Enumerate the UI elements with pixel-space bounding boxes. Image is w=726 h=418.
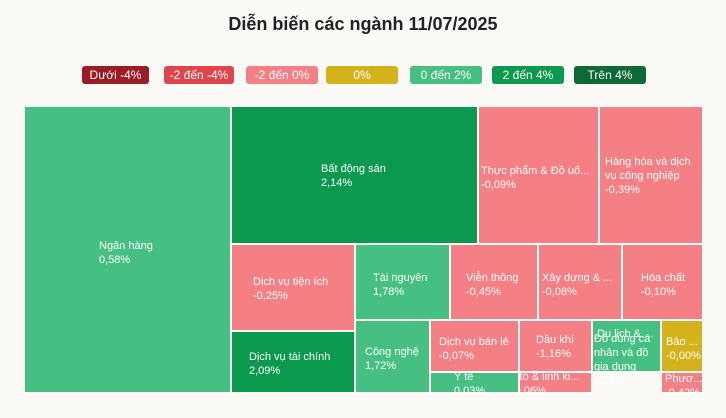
tile-value: 0,03%: [454, 385, 486, 393]
tile-text: Xây dựng & ... -0,08%: [542, 271, 612, 299]
treemap-tile[interactable]: Xây dựng & ... -0,08%: [538, 244, 622, 320]
tile-text: Dịch vụ bán lẻ -0,07%: [439, 335, 509, 363]
treemap-tile[interactable]: Dịch vụ tài chính 2,09%: [231, 331, 355, 393]
tile-label: Dầu khí: [536, 334, 574, 346]
tile-text: Công nghệ 1,72%: [365, 345, 419, 373]
tile-value: -0,42%: [665, 387, 700, 393]
tile-value: 2,14%: [321, 177, 353, 189]
legend-item-below-minus-4[interactable]: Dưới -4%: [82, 66, 149, 84]
legend-label: -2 đến -4%: [169, 68, 229, 82]
tile-label: Phươ...: [665, 373, 703, 385]
tile-value: 2,09%: [249, 365, 281, 377]
tile-label: Bảo ...: [666, 336, 698, 348]
treemap-tile[interactable]: Phươ... -0,42%: [661, 372, 703, 393]
tile-text: Dịch vụ tài chính 2,09%: [249, 350, 330, 378]
legend-label: 0 đến 2%: [420, 68, 472, 82]
tile-text: Dầu khí -1,16%: [536, 333, 574, 361]
treemap-tile[interactable]: Du lịch & ...: [592, 320, 661, 372]
tile-label: Viễn thông: [466, 272, 519, 284]
tile-text: Viễn thông -0,45%: [466, 271, 518, 299]
tile-text: Y tế 0,03%: [454, 372, 486, 393]
legend-item-minus2-to-minus4[interactable]: -2 đến -4%: [164, 66, 234, 84]
legend-label: Trên 4%: [587, 68, 633, 82]
tile-text: Ôtô & linh ki... -0,06%: [519, 372, 580, 393]
tile-label: Công nghệ: [365, 346, 419, 358]
tile-label: Thực phẩm & Đồ uố...: [481, 165, 590, 177]
tile-text: Phươ... -0,42%: [665, 373, 703, 393]
tile-value: -0,45%: [466, 286, 501, 298]
tile-value: -0,25%: [253, 290, 288, 302]
treemap-tile[interactable]: Hóa chất -0,10%: [622, 244, 703, 320]
tile-value: -0,09%: [481, 179, 516, 191]
tile-text: Hóa chất -0,10%: [641, 271, 685, 299]
tile-text: Bảo ... -0,00%: [666, 335, 701, 363]
legend-label: Dưới -4%: [89, 68, 142, 82]
legend-item-minus2-to-0[interactable]: -2 đến 0%: [246, 66, 318, 84]
tile-text: Đồ dùng cá nhân và đồ gia dụng 0,25%: [594, 332, 654, 388]
tile-label: Y tế: [454, 372, 474, 383]
tile-label: Dịch vụ tài chính: [249, 351, 331, 363]
tile-label: Ôtô & linh ki...: [519, 372, 580, 383]
treemap-tile[interactable]: Thực phẩm & Đồ uố... -0,09%: [478, 106, 599, 244]
tile-text: Thực phẩm & Đồ uố... -0,09%: [481, 164, 589, 192]
tile-label: Dịch vụ tiện ích: [253, 276, 329, 288]
tile-label: Đồ dùng cá nhân và đồ gia dụng: [594, 333, 651, 373]
treemap-tile[interactable]: Dầu khí -1,16%: [519, 320, 592, 372]
treemap-tile[interactable]: Viễn thông -0,45%: [450, 244, 538, 320]
tile-value: -0,00%: [666, 350, 701, 362]
tile-text: Hàng hóa và dịch vụ công nghiệp -0,39%: [605, 155, 701, 197]
treemap-tile[interactable]: Bất động sản 2,14%: [231, 106, 478, 244]
tile-label: Ngân hàng: [99, 240, 153, 252]
legend-label: 0%: [353, 68, 371, 82]
legend-label: -2 đến 0%: [254, 68, 310, 82]
legend-item-above-4[interactable]: Trên 4%: [574, 66, 646, 84]
tile-value: -0,06%: [520, 385, 546, 393]
tile-label: Hóa chất: [641, 272, 686, 284]
treemap-tile[interactable]: Ngân hàng 0,58%: [24, 106, 231, 393]
tile-label: Tài nguyên: [373, 272, 428, 284]
tile-label: Bất động sản: [321, 163, 386, 175]
treemap-tile[interactable]: Hàng hóa và dịch vụ công nghiệp -0,39%: [599, 106, 703, 244]
tile-value: 0,58%: [99, 254, 131, 266]
legend-item-2-to-4[interactable]: 2 đến 4%: [492, 66, 564, 84]
legend-label: 2 đến 4%: [502, 68, 554, 82]
treemap-tile[interactable]: Tài nguyên 1,78%: [355, 244, 450, 320]
tile-label: Dịch vụ bán lẻ: [439, 336, 509, 348]
tile-value: -0,10%: [641, 286, 676, 298]
tile-text: Dịch vụ tiện ích -0,25%: [253, 275, 328, 303]
tile-text: Tài nguyên 1,78%: [373, 271, 427, 299]
tile-label: Hàng hóa và dịch vụ công nghiệp: [605, 156, 691, 182]
tile-value: 1,72%: [365, 360, 397, 372]
tile-value: -0,39%: [605, 184, 640, 196]
tile-value: 1,78%: [373, 286, 405, 298]
tile-label: Du lịch & ...: [597, 328, 654, 340]
legend-item-0-to-2[interactable]: 0 đến 2%: [410, 66, 482, 84]
legend-item-zero[interactable]: 0%: [326, 66, 398, 84]
treemap-tile[interactable]: Đồ dùng cá nhân và đồ gia dụng 0,25%: [592, 330, 661, 393]
treemap-tile[interactable]: Y tế 0,03%: [430, 372, 519, 393]
treemap-tile[interactable]: Dịch vụ tiện ích -0,25%: [231, 244, 355, 331]
tile-value: 0,25%: [594, 375, 626, 387]
tile-text: Du lịch & ...: [597, 327, 653, 341]
chart-title: Diễn biến các ngành 11/07/2025: [228, 14, 498, 34]
tile-value: -0,07%: [439, 350, 474, 362]
treemap-tile[interactable]: Công nghệ 1,72%: [355, 320, 430, 393]
treemap-tile[interactable]: Dịch vụ bán lẻ -0,07%: [430, 320, 519, 372]
treemap-tile[interactable]: Bảo ... -0,00%: [661, 320, 703, 372]
tile-text: Bất động sản 2,14%: [321, 162, 386, 190]
tile-text: Ngân hàng 0,58%: [99, 239, 153, 267]
tile-label: Xây dựng & ...: [542, 272, 613, 284]
tile-value: -1,16%: [536, 348, 571, 360]
tile-value: -0,08%: [542, 286, 577, 298]
treemap-tile[interactable]: Ôtô & linh ki... -0,06%: [519, 372, 592, 393]
